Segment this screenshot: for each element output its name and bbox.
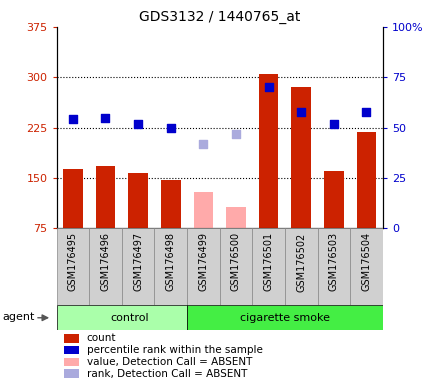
- Title: GDS3132 / 1440765_at: GDS3132 / 1440765_at: [139, 10, 299, 25]
- Point: [362, 109, 369, 115]
- Bar: [128, 174, 148, 228]
- Text: GSM176495: GSM176495: [68, 232, 78, 291]
- Text: control: control: [110, 313, 149, 323]
- Bar: [187, 228, 219, 305]
- Point: [199, 141, 207, 147]
- Text: agent: agent: [3, 311, 35, 321]
- Point: [69, 116, 76, 122]
- Bar: [323, 170, 343, 228]
- Bar: [64, 358, 79, 366]
- Bar: [56, 305, 187, 330]
- Point: [102, 114, 108, 121]
- Point: [135, 121, 141, 127]
- Point: [232, 131, 239, 137]
- Text: GSM176496: GSM176496: [100, 232, 110, 291]
- Bar: [56, 228, 89, 305]
- Point: [265, 84, 272, 91]
- Bar: [356, 132, 375, 228]
- Text: GSM176502: GSM176502: [296, 232, 306, 291]
- Bar: [187, 305, 382, 330]
- Bar: [193, 192, 213, 228]
- Bar: [258, 74, 278, 228]
- Bar: [284, 228, 317, 305]
- Bar: [154, 228, 187, 305]
- Bar: [95, 166, 115, 228]
- Text: GSM176500: GSM176500: [230, 232, 240, 291]
- Bar: [63, 169, 82, 228]
- Text: rank, Detection Call = ABSENT: rank, Detection Call = ABSENT: [87, 369, 247, 379]
- Text: percentile rank within the sample: percentile rank within the sample: [87, 345, 262, 355]
- Bar: [161, 180, 180, 228]
- Text: GSM176498: GSM176498: [165, 232, 175, 291]
- Bar: [122, 228, 154, 305]
- Text: value, Detection Call = ABSENT: value, Detection Call = ABSENT: [87, 357, 252, 367]
- Bar: [349, 228, 382, 305]
- Point: [297, 109, 304, 115]
- Point: [167, 124, 174, 131]
- Text: GSM176503: GSM176503: [328, 232, 338, 291]
- Text: GSM176497: GSM176497: [133, 232, 143, 291]
- Text: GSM176501: GSM176501: [263, 232, 273, 291]
- Bar: [252, 228, 284, 305]
- Point: [330, 121, 337, 127]
- Bar: [89, 228, 122, 305]
- Text: cigarette smoke: cigarette smoke: [240, 313, 329, 323]
- Bar: [291, 88, 310, 228]
- Bar: [64, 369, 79, 378]
- Bar: [219, 228, 252, 305]
- Text: GSM176499: GSM176499: [198, 232, 208, 291]
- Text: count: count: [87, 333, 116, 343]
- Text: GSM176504: GSM176504: [361, 232, 371, 291]
- Bar: [64, 346, 79, 354]
- Bar: [64, 334, 79, 343]
- Bar: [226, 207, 245, 228]
- Bar: [317, 228, 349, 305]
